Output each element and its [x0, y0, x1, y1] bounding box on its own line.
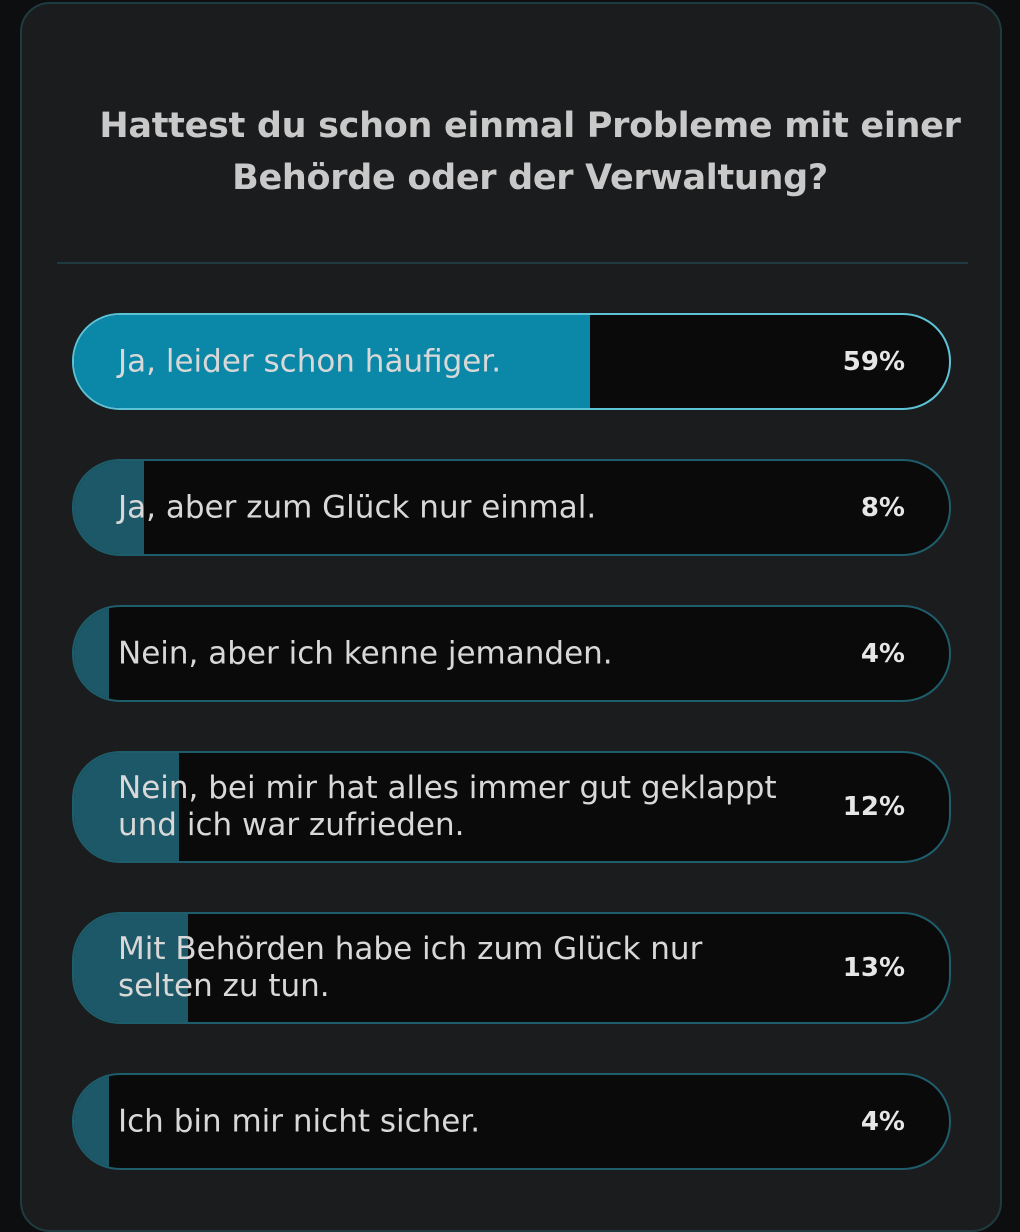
option-percent: 4%	[860, 1106, 905, 1137]
option-percent: 8%	[860, 492, 905, 523]
option-label: Ja, leider schon häufiger.	[118, 343, 502, 379]
option-percent: 59%	[842, 346, 905, 377]
option-label: Nein, bei mir hat alles immer gut geklap…	[118, 770, 777, 843]
poll-options: Ja, leider schon häufiger. 59% Ja, aber …	[72, 313, 951, 1170]
option-label: Ja, aber zum Glück nur einmal.	[118, 489, 597, 525]
poll-option[interactable]: Ja, aber zum Glück nur einmal. 8%	[72, 459, 951, 556]
poll-option[interactable]: Ja, leider schon häufiger. 59%	[72, 313, 951, 410]
poll-option[interactable]: Ich bin mir nicht sicher. 4%	[72, 1073, 951, 1170]
poll-option[interactable]: Nein, aber ich kenne jemanden. 4%	[72, 605, 951, 702]
option-result-bar	[74, 461, 144, 554]
option-result-bar	[74, 1075, 109, 1168]
divider	[57, 262, 968, 264]
option-percent: 12%	[842, 792, 905, 822]
option-label: Mit Behörden habe ich zum Glück nur selt…	[118, 931, 703, 1004]
poll-option[interactable]: Mit Behörden habe ich zum Glück nur selt…	[72, 912, 951, 1024]
option-label: Ich bin mir nicht sicher.	[118, 1103, 481, 1139]
option-percent: 13%	[842, 953, 905, 983]
poll-option[interactable]: Nein, bei mir hat alles immer gut geklap…	[72, 751, 951, 863]
option-percent: 4%	[860, 638, 905, 669]
option-result-bar	[74, 753, 179, 861]
option-result-bar	[74, 607, 109, 700]
option-label: Nein, aber ich kenne jemanden.	[118, 635, 613, 671]
option-result-bar	[74, 914, 188, 1022]
option-result-bar	[74, 315, 591, 408]
poll-question: Hattest du schon einmal Probleme mit ein…	[99, 106, 961, 198]
